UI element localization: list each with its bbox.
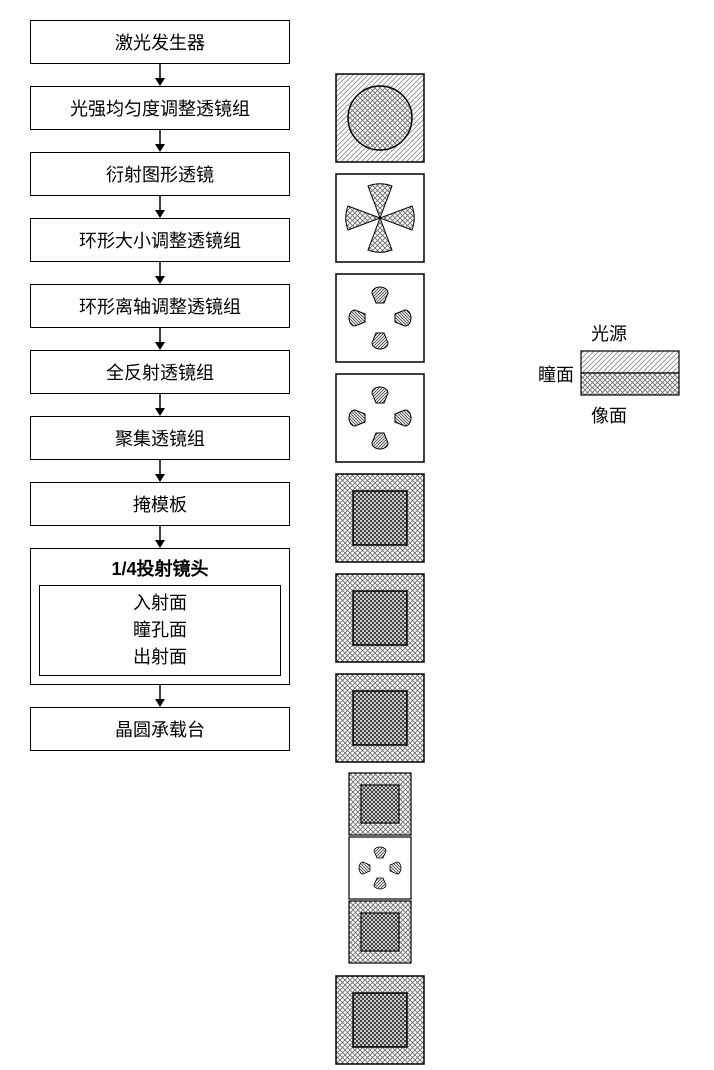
box-step4: 环形大小调整透镜组 [30, 218, 290, 262]
legend: 光源 瞳面 像面 [524, 320, 694, 428]
icon-step6 [330, 468, 430, 568]
icon-step8 [330, 668, 430, 768]
icon-step4 [330, 268, 430, 368]
legend-left-label: 瞳面 [538, 361, 574, 387]
box-step8: 掩模板 [30, 482, 290, 526]
arrow-3 [150, 196, 170, 218]
arrow-4 [150, 262, 170, 284]
box-step5: 环形离轴调整透镜组 [30, 284, 290, 328]
legend-swatch-icon [580, 350, 680, 398]
box-step9: 1/4投射镜头 入射面 瞳孔面 出射面 [30, 548, 290, 685]
arrow-7 [150, 460, 170, 482]
icon-step3 [330, 168, 430, 268]
icon-step10 [330, 970, 430, 1070]
legend-bottom-label: 像面 [524, 402, 694, 428]
diagram-root: 激光发生器 光强均匀度调整透镜组 衍射图形透镜 环形大小调整透镜组 环形离轴调整… [20, 20, 694, 1070]
step9-inner: 入射面 瞳孔面 出射面 [39, 585, 281, 676]
icon-step9a [330, 772, 430, 836]
icon-column [330, 20, 470, 1070]
arrow-1 [150, 64, 170, 86]
flow-column: 激光发生器 光强均匀度调整透镜组 衍射图形透镜 环形大小调整透镜组 环形离轴调整… [20, 20, 300, 751]
icon-step9-group [330, 772, 470, 964]
arrow-9 [150, 685, 170, 707]
box-step10: 晶圆承载台 [30, 707, 290, 751]
box-step7: 聚集透镜组 [30, 416, 290, 460]
icon-step2 [330, 68, 430, 168]
step9-sub1: 入射面 [40, 590, 280, 617]
step9-title: 1/4投射镜头 [39, 555, 281, 581]
step9-sub3: 出射面 [40, 644, 280, 671]
icon-step9b [330, 836, 430, 900]
box-step3: 衍射图形透镜 [30, 152, 290, 196]
box-step2: 光强均匀度调整透镜组 [30, 86, 290, 130]
step9-sub2: 瞳孔面 [40, 617, 280, 644]
box-step1: 激光发生器 [30, 20, 290, 64]
arrow-2 [150, 130, 170, 152]
legend-top-label: 光源 [524, 320, 694, 346]
icon-step7 [330, 568, 430, 668]
arrow-8 [150, 526, 170, 548]
icon-step5 [330, 368, 430, 468]
box-step6: 全反射透镜组 [30, 350, 290, 394]
arrow-5 [150, 328, 170, 350]
arrow-6 [150, 394, 170, 416]
icon-step9c [330, 900, 430, 964]
